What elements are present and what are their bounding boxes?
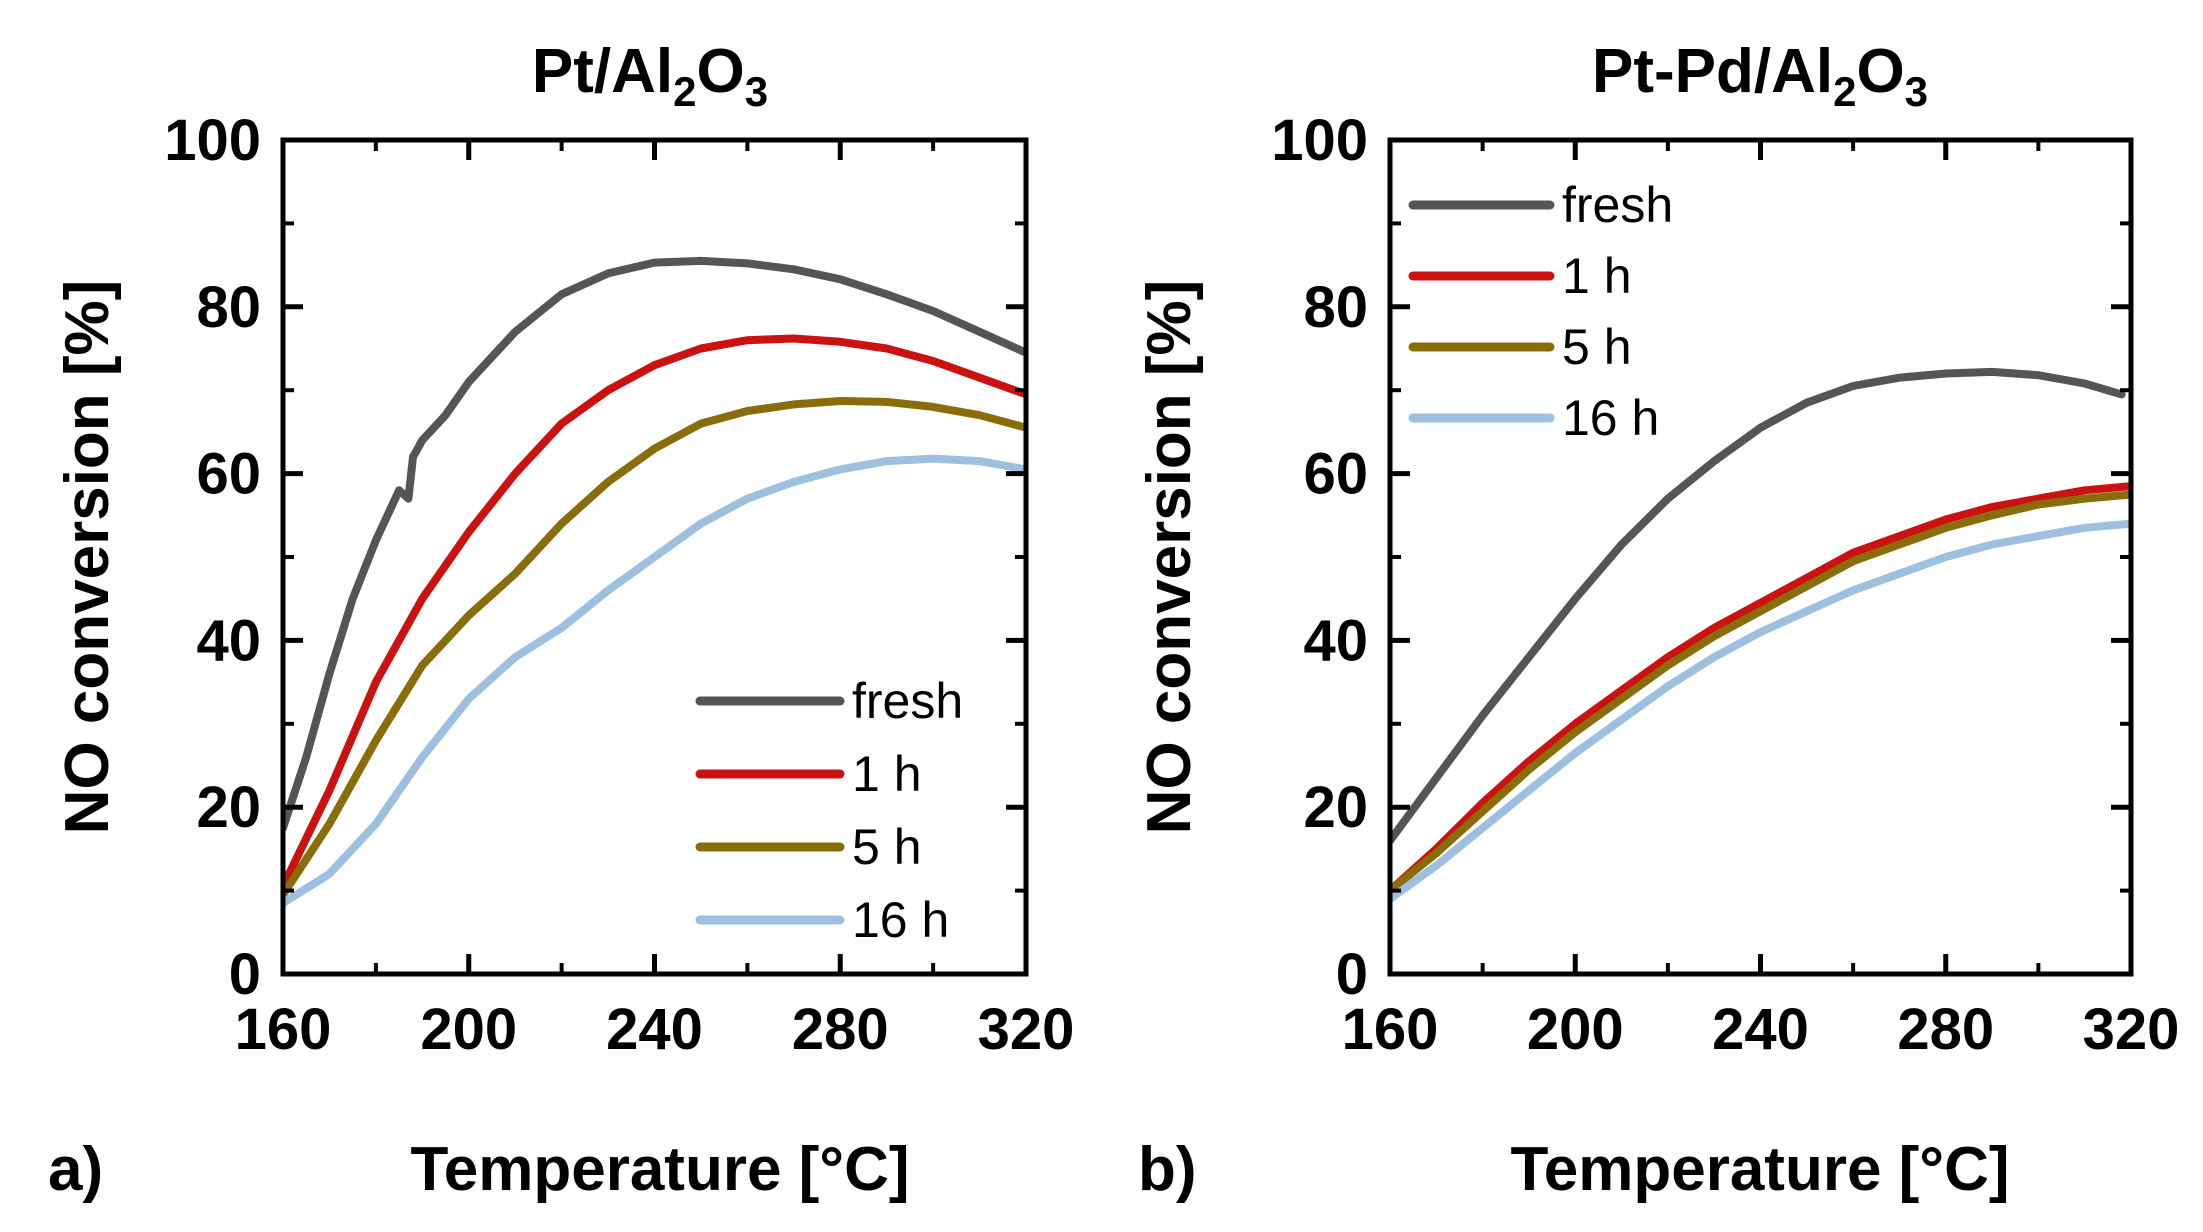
x-tick-label: 240 [1712,997,1809,1062]
x-tick-label: 200 [1527,997,1624,1062]
x-axis-title: Temperature [°C] [1510,1135,2009,1204]
y-axis-title: NO conversion [%] [53,280,122,835]
panel-tag-a: a) [48,1135,103,1204]
panel-a-chart: Pt/Al2O3 0 20 40 60 80 100 160 200 240 280 320 Tempe… [53,37,1074,1204]
legend-label-16-h: 16 h [1562,390,1659,446]
chart-title: Pt-Pd/Al2O3 [1592,37,1928,115]
chart-title: Pt/Al2O3 [532,37,768,115]
y-tick-label: 0 [229,942,261,1007]
y-tick-label: 20 [196,775,261,840]
x-tick-label: 160 [235,997,332,1062]
x-axis-title: Temperature [°C] [410,1135,909,1204]
y-tick-label: 0 [1336,942,1368,1007]
y-tick-label: 80 [1303,275,1368,340]
series-line-5-h [283,397,1026,899]
series-group [283,256,1026,908]
series-line-fresh [1390,367,2126,845]
legend-label-5-h: 5 h [1562,319,1632,375]
x-tick-label: 320 [2083,997,2180,1062]
y-tick-label: 40 [196,608,261,673]
x-tick-label: 200 [420,997,517,1062]
y-tick-label: 80 [196,275,261,340]
y-tick-label: 100 [1271,108,1368,173]
series-line-16-h [283,454,1026,908]
x-tick-label: 240 [606,997,703,1062]
legend-label-fresh: fresh [1562,177,1673,233]
x-tick-label: 320 [978,997,1075,1062]
legend: fresh 1 h 5 h 16 h [1408,177,1673,446]
series-group [1390,367,2131,903]
panel-tag-b: b) [1138,1135,1197,1204]
series-line-1-h [283,334,1026,891]
panel-b-chart: Pt-Pd/Al2O3 0 20 40 60 80 100 160 200 240 280 320 Te… [1135,37,2179,1204]
series-line-1-h [1390,482,2131,895]
series-line-fresh [283,256,1026,832]
series-line-16-h [1390,519,2131,903]
y-tick-label: 100 [164,108,261,173]
x-tick-label: 280 [792,997,889,1062]
x-tick-label: 280 [1897,997,1994,1062]
series-line-5-h [1390,490,2131,895]
y-tick-label: 60 [1303,442,1368,507]
y-axis-title: NO conversion [%] [1135,280,1204,835]
legend-label-1-h: 1 h [852,746,922,802]
y-tick-label: 20 [1303,775,1368,840]
legend-label-1-h: 1 h [1562,248,1632,304]
y-tick-label: 40 [1303,608,1368,673]
legend-label-5-h: 5 h [852,819,922,875]
legend-label-fresh: fresh [852,673,963,729]
plot-frame [1387,137,2134,977]
legend: fresh 1 h 5 h 16 h [695,673,963,948]
legend-label-16-h: 16 h [852,892,949,948]
y-tick-label: 60 [196,442,261,507]
x-tick-label: 160 [1342,997,1439,1062]
